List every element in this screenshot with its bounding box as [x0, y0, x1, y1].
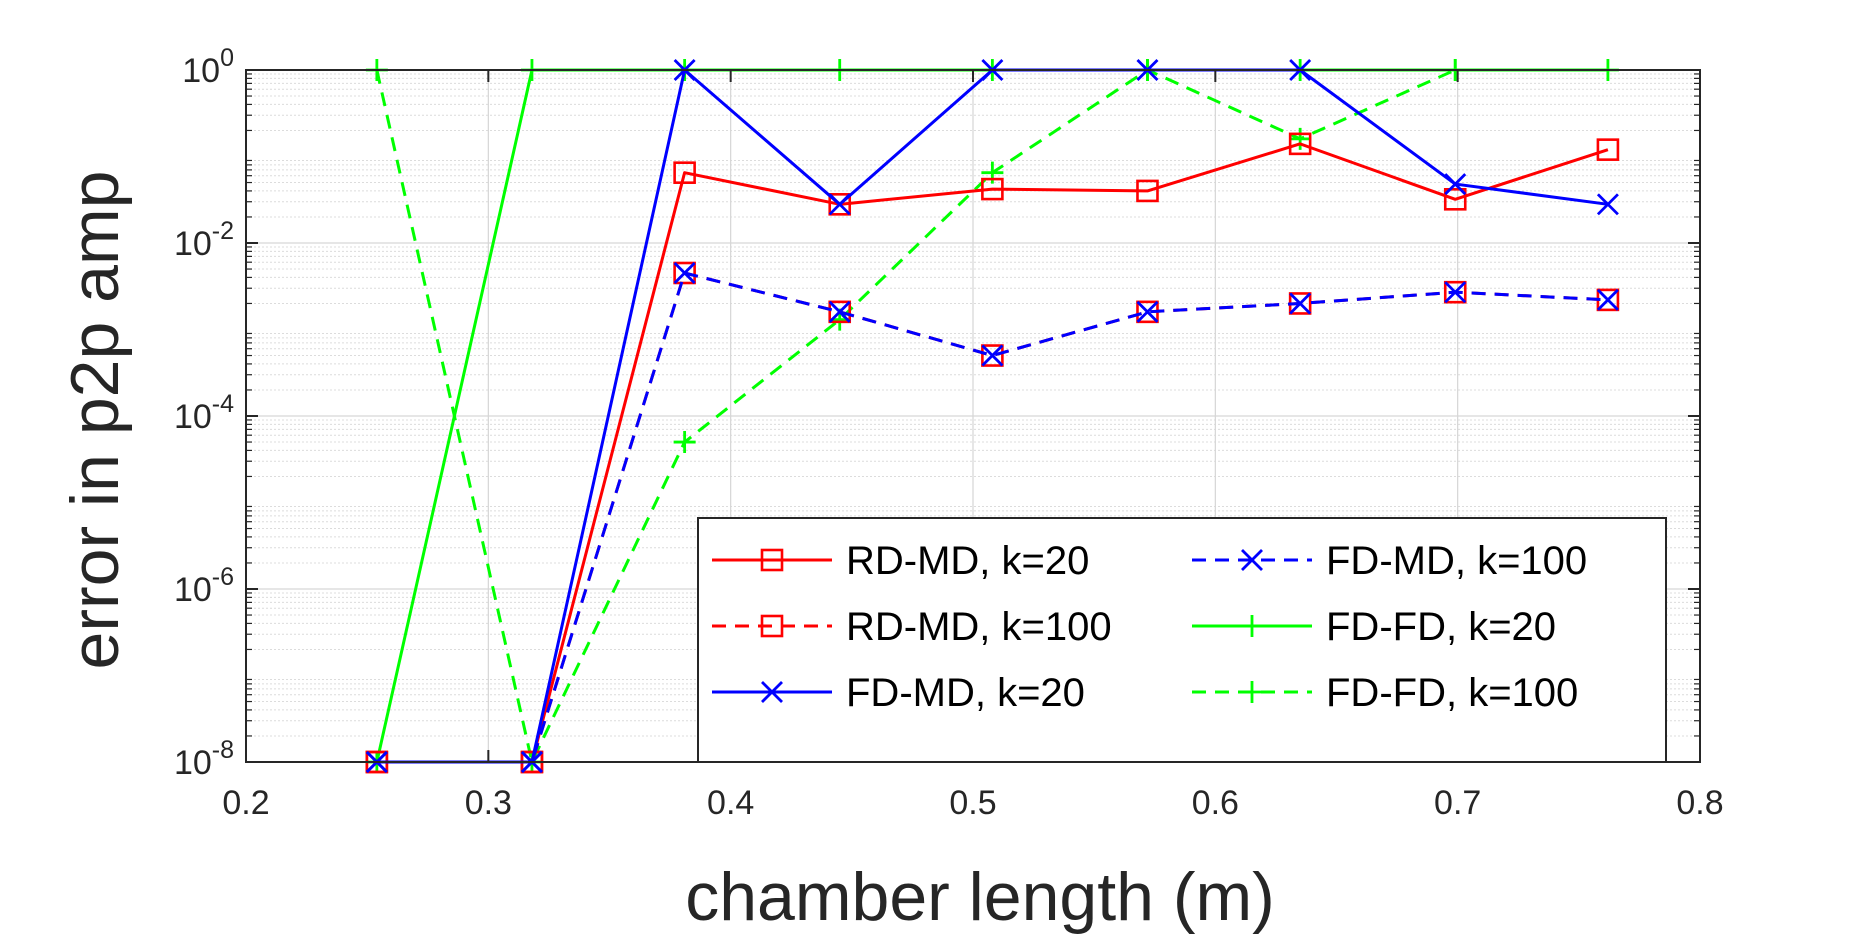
legend-box [697, 517, 1667, 763]
x-tick-label: 0.2 [222, 784, 269, 822]
x-tick-label: 0.3 [465, 784, 512, 822]
legend-item: RD-MD, k=20 [712, 539, 1089, 583]
legend-item: FD-MD, k=100 [1192, 539, 1587, 583]
data-point [1289, 127, 1312, 150]
data-point [1136, 300, 1159, 323]
series-line [375, 68, 1456, 764]
legend-label: FD-MD, k=20 [846, 671, 1085, 715]
y-tick-label: 100 [182, 44, 234, 90]
y-tick-label: 10-6 [174, 563, 234, 609]
legend-swatch-marker [1241, 549, 1263, 571]
legend-item: FD-FD, k=20 [1192, 605, 1556, 649]
series-line [376, 142, 1609, 764]
legend-swatch-marker [1241, 615, 1263, 637]
data-point [1596, 138, 1620, 161]
legend-label: FD-FD, k=100 [1326, 671, 1578, 715]
axes: 0.2 0.3 0.4 0.5 0.6 0.7 0.8 10-8 10-6 10-4 10-2 100 [174, 44, 1724, 822]
legend: RD-MD, k=20 RD-MD, k=100 FD-MD, k=20 FD-MD,… [697, 517, 1667, 763]
data-point [828, 193, 851, 216]
data-point [673, 431, 696, 454]
data-point [981, 344, 1004, 367]
data-point [673, 262, 696, 284]
data-point [673, 161, 696, 184]
data-point [1596, 288, 1619, 311]
legend-label: RD-MD, k=20 [846, 539, 1089, 583]
legend-swatch-marker [761, 681, 783, 703]
series-line [376, 271, 1608, 764]
data-point [673, 261, 696, 285]
legend-swatch-marker [760, 548, 784, 572]
legend-swatch-marker [760, 614, 784, 638]
legend-item: FD-FD, k=100 [1192, 671, 1578, 715]
data-point [1288, 132, 1312, 156]
legend-label: FD-FD, k=20 [1326, 605, 1556, 649]
data-point [981, 344, 1004, 367]
legend-item: FD-MD, k=20 [712, 671, 1085, 715]
x-axis-label: chamber length (m) [685, 859, 1275, 935]
legend-label: FD-MD, k=100 [1326, 539, 1587, 583]
legend-item: RD-MD, k=100 [712, 605, 1112, 649]
x-tick-label: 0.5 [949, 784, 996, 822]
data-point [828, 193, 852, 216]
data-point [1444, 173, 1467, 196]
data-point [828, 300, 852, 324]
legend-swatch-marker [1241, 681, 1263, 703]
data-point [1443, 188, 1467, 211]
x-tick-label: 0.6 [1192, 784, 1239, 822]
data-point [1444, 281, 1467, 304]
data-point [1443, 280, 1467, 304]
data-point [1289, 292, 1312, 315]
data-point [1596, 193, 1619, 216]
y-tick-label: 10-2 [174, 217, 234, 263]
data-point [828, 300, 851, 323]
y-tick-label: 10-4 [174, 390, 234, 436]
x-tick-label: 0.8 [1676, 784, 1723, 822]
legend-label: RD-MD, k=100 [846, 605, 1112, 649]
data-point [981, 177, 1004, 201]
y-tick-label: 10-8 [174, 736, 234, 782]
data-point [1136, 179, 1159, 203]
x-tick-label: 0.7 [1434, 784, 1481, 822]
y-axis-label: error in p2p amp [57, 171, 133, 670]
x-tick-label: 0.4 [707, 784, 754, 822]
